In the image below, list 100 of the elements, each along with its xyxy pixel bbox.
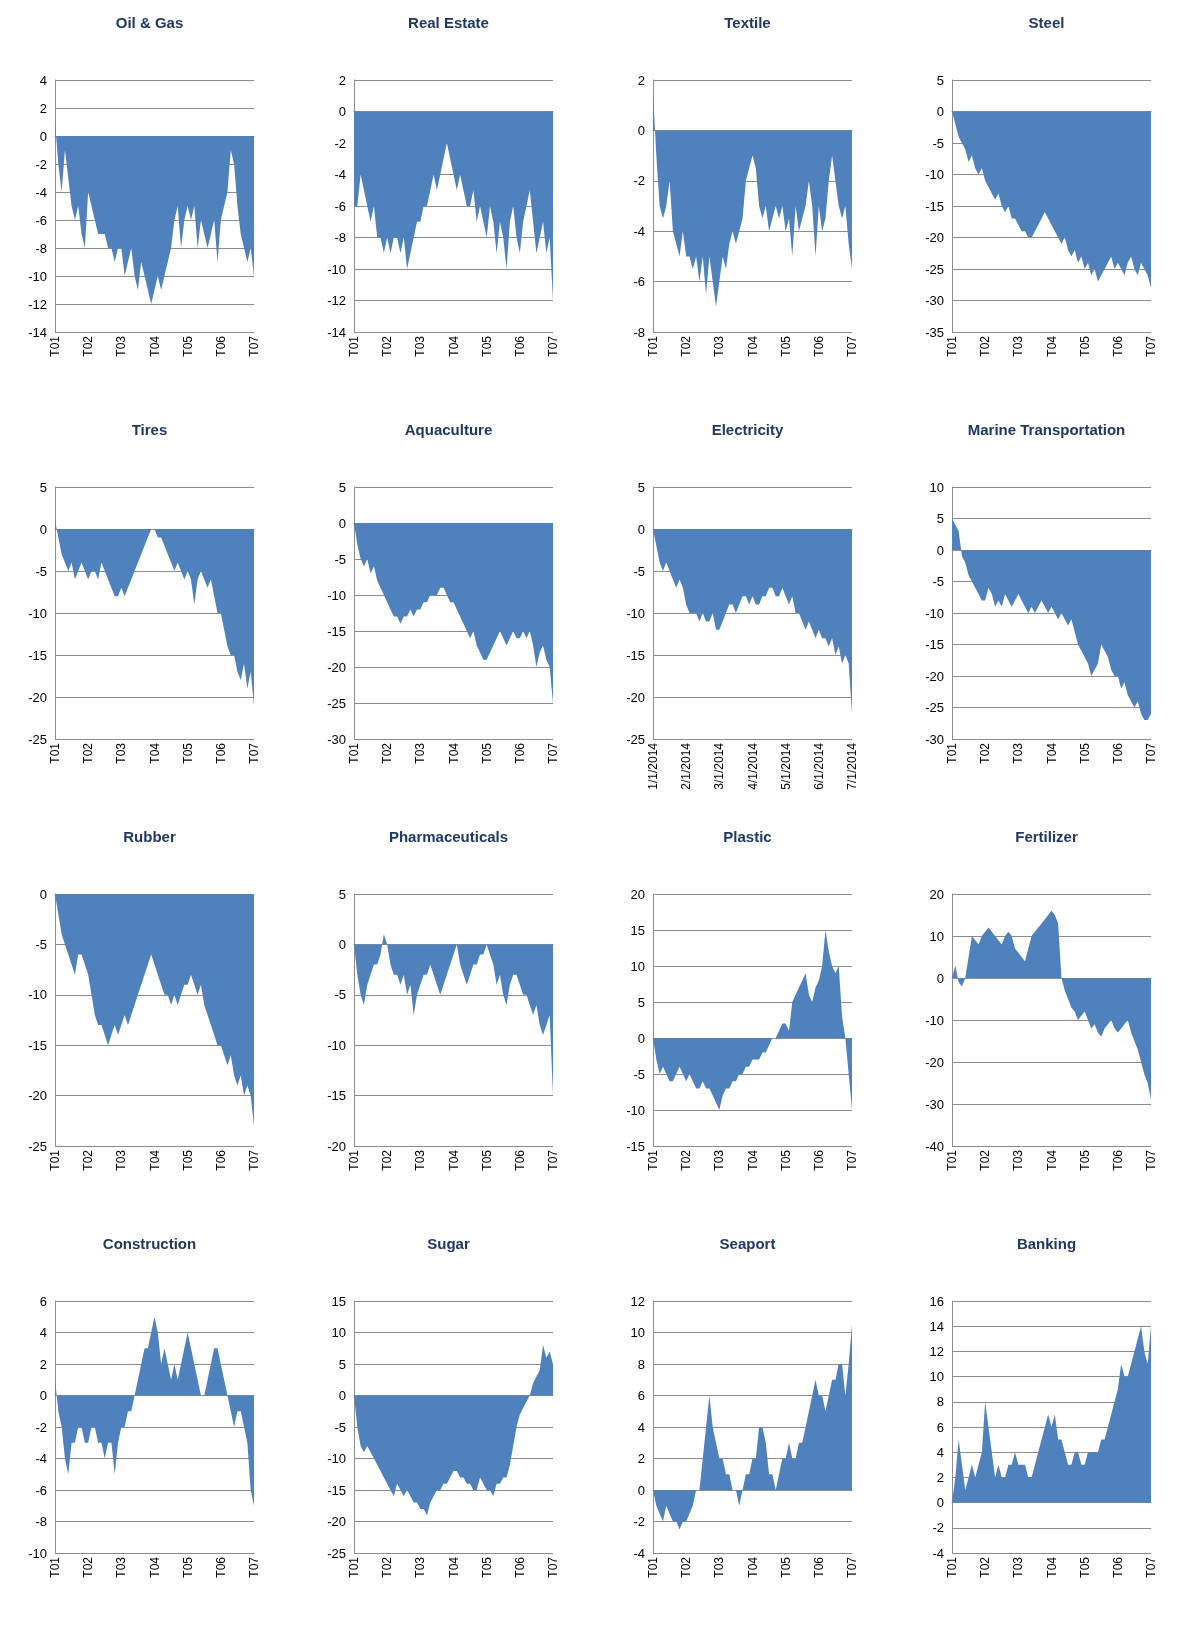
y-tick-label: -6 (334, 198, 346, 214)
y-tick-label: 0 (39, 128, 47, 144)
y-tick-label: -4 (35, 1451, 47, 1466)
x-tick-label: T04 (147, 1556, 162, 1578)
y-tick-label: 0 (637, 1482, 645, 1498)
y-tick-label: 8 (637, 1356, 645, 1372)
y-tick-label: -6 (35, 212, 47, 228)
y-tick-label: 5 (637, 479, 645, 495)
y-tick-label: -20 (626, 689, 645, 705)
x-tick-label: T05 (1077, 742, 1092, 764)
y-tick-label: -10 (327, 1451, 346, 1466)
y-tick-label: 0 (39, 1388, 47, 1403)
x-tick-label: T01 (48, 742, 62, 764)
y-tick-label: 10 (929, 1369, 944, 1385)
y-tick-label: -10 (925, 167, 944, 182)
x-tick-label: 7/1/2014 (845, 742, 859, 790)
y-tick-label: -5 (334, 551, 346, 567)
y-tick-label: 2 (39, 1356, 47, 1372)
y-tick-label: -15 (327, 1088, 346, 1104)
y-tick-label: 0 (637, 1030, 645, 1046)
x-tick-label: T07 (247, 1556, 261, 1578)
y-tick-label: -10 (28, 1545, 47, 1561)
x-tick-label: T03 (1011, 742, 1026, 764)
x-tick-label: T02 (679, 335, 694, 357)
y-tick-label: 12 (630, 1293, 645, 1309)
x-tick-label: T07 (546, 742, 560, 764)
y-tick-label: 2 (936, 1469, 944, 1485)
x-tick-label: T06 (213, 742, 228, 764)
y-tick-label: -20 (327, 1514, 346, 1529)
y-tick-label: 2 (637, 72, 645, 88)
y-tick-label: 0 (338, 515, 346, 531)
x-tick-label: T04 (1044, 742, 1059, 764)
y-tick-label: -2 (334, 135, 346, 151)
y-tick-label: 5 (936, 72, 944, 88)
chart-title: Sugar (427, 1235, 470, 1252)
chart-title: Marine Transportation (967, 421, 1126, 438)
x-tick-label: T06 (1110, 1556, 1125, 1578)
x-tick-label: T03 (413, 1149, 428, 1171)
x-tick-label: T02 (978, 335, 993, 357)
x-tick-label: T01 (347, 1556, 361, 1578)
y-tick-label: -10 (28, 987, 47, 1003)
y-tick-label: -8 (35, 1514, 47, 1529)
y-tick-label: -40 (925, 1138, 944, 1154)
y-tick-label: -25 (327, 1545, 346, 1561)
y-tick-label: 0 (338, 936, 346, 952)
y-tick-label: 0 (637, 122, 645, 138)
x-tick-label: T03 (413, 335, 428, 357)
y-tick-label: -8 (334, 230, 346, 245)
x-tick-label: T02 (978, 1556, 993, 1578)
y-tick-label: 5 (39, 479, 47, 495)
y-tick-label: -30 (925, 293, 944, 308)
x-tick-label: T04 (147, 742, 162, 764)
y-tick-label: -2 (633, 1514, 645, 1529)
x-tick-label: T07 (546, 335, 560, 357)
y-tick-label: -5 (334, 1419, 346, 1435)
x-tick-label: T07 (247, 742, 261, 764)
x-tick-label: T02 (679, 1149, 694, 1171)
x-tick-label: T03 (1011, 335, 1026, 357)
x-tick-label: T07 (1144, 742, 1158, 764)
chart-title: Construction (102, 1235, 197, 1252)
x-tick-label: T03 (114, 1149, 129, 1171)
y-tick-label: 10 (331, 1325, 346, 1340)
x-tick-label: 1/1/2014 (646, 742, 660, 790)
y-tick-label: 6 (637, 1388, 645, 1403)
y-tick-label: -25 (28, 1138, 47, 1154)
x-tick-label: T06 (811, 1556, 826, 1578)
y-tick-label: -5 (35, 563, 47, 579)
x-tick-label: T04 (446, 335, 461, 357)
x-tick-label: T05 (180, 335, 195, 357)
x-tick-label: T04 (745, 1556, 760, 1578)
x-tick-label: T03 (712, 1556, 727, 1578)
y-tick-label: 2 (338, 72, 346, 88)
x-tick-label: T01 (347, 1149, 361, 1171)
x-tick-label: T06 (512, 742, 527, 764)
y-tick-label: 20 (630, 886, 645, 902)
y-tick-label: -8 (35, 240, 47, 256)
y-tick-label: -20 (327, 659, 346, 675)
x-tick-label: T04 (745, 1149, 760, 1171)
y-tick-label: -35 (925, 324, 944, 340)
chart-title: Seaport (719, 1235, 776, 1252)
x-tick-label: T07 (247, 1149, 261, 1171)
y-tick-label: -6 (35, 1482, 47, 1498)
y-tick-label: 0 (637, 521, 645, 537)
y-tick-label: 10 (929, 928, 944, 944)
x-tick-label: T04 (147, 335, 162, 357)
x-tick-label: T04 (446, 1149, 461, 1171)
y-tick-label: -10 (925, 605, 944, 621)
y-tick-label: -10 (28, 605, 47, 621)
y-tick-label: -14 (327, 324, 346, 340)
x-tick-label: 4/1/2014 (745, 742, 760, 790)
y-tick-label: -30 (925, 1096, 944, 1112)
y-tick-label: -12 (327, 293, 346, 308)
x-tick-label: T03 (712, 1149, 727, 1171)
x-tick-label: T01 (646, 1556, 660, 1578)
x-tick-label: T03 (712, 335, 727, 357)
y-tick-label: -2 (35, 1419, 47, 1435)
x-tick-label: T07 (845, 1149, 859, 1171)
y-tick-label: -25 (28, 731, 47, 747)
y-tick-label: 10 (630, 1325, 645, 1340)
x-tick-label: T03 (114, 1556, 129, 1578)
